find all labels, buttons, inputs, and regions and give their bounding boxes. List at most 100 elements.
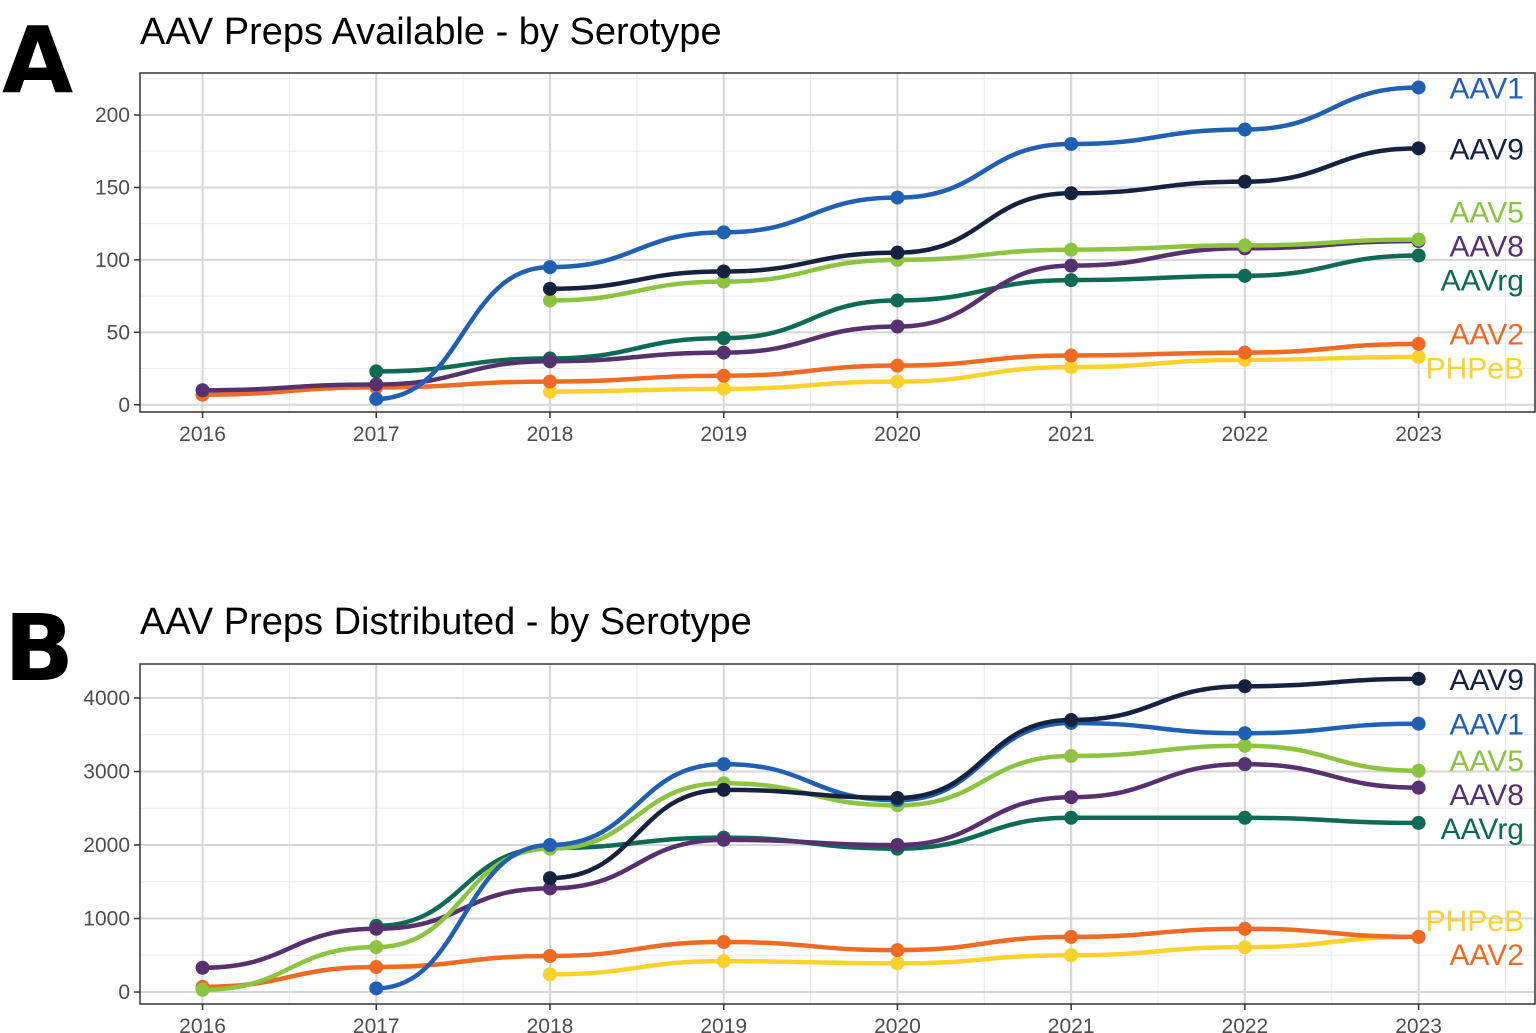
data-point — [716, 368, 731, 383]
x-tick-label: 2018 — [527, 423, 574, 446]
data-point — [890, 956, 905, 971]
series-label-aav9: AAV9 — [1450, 664, 1525, 697]
data-point — [1411, 780, 1426, 795]
data-point — [1237, 174, 1252, 189]
panel-letter: B — [4, 595, 74, 702]
data-point — [542, 354, 557, 369]
data-point — [1237, 238, 1252, 253]
data-point — [1237, 679, 1252, 694]
plot-panel-border — [139, 72, 1536, 413]
data-point — [890, 358, 905, 373]
series-line — [200, 761, 1421, 971]
data-point — [716, 832, 731, 847]
data-point — [890, 837, 905, 852]
data-point — [716, 345, 731, 360]
data-point — [1064, 713, 1079, 728]
series-line — [547, 237, 1421, 303]
data-point — [369, 981, 384, 996]
y-tick-label: 4000 — [83, 687, 130, 710]
data-point — [1064, 242, 1079, 257]
series-line — [547, 934, 1421, 977]
series-label-aav2: AAV2 — [1450, 939, 1525, 972]
series-aav9 — [542, 671, 1426, 886]
series-line — [547, 676, 1421, 881]
data-point — [1064, 790, 1079, 805]
series-line — [200, 743, 1421, 993]
series-label-aavrg: AAVrg — [1441, 813, 1524, 846]
data-point — [369, 377, 384, 392]
x-tick-label: 2020 — [874, 1015, 921, 1033]
chart-b: B AAV Preps Distributed - by Serotype 0 100… — [4, 595, 1536, 1033]
data-point — [1237, 268, 1252, 283]
x-tick-label: 2019 — [700, 1015, 747, 1033]
data-point — [1411, 336, 1426, 351]
data-point — [369, 921, 384, 936]
x-tick-label: 2022 — [1222, 1015, 1269, 1033]
series-line — [547, 146, 1421, 292]
series-aav2 — [195, 336, 1426, 402]
series-line — [200, 238, 1421, 393]
series-aav1 — [369, 80, 1426, 406]
data-point — [1411, 141, 1426, 156]
data-point — [369, 960, 384, 975]
data-point — [1411, 80, 1426, 95]
y-tick-label: 100 — [95, 249, 130, 272]
data-point — [716, 331, 731, 346]
y-tick-label: 200 — [95, 104, 130, 127]
data-point — [890, 190, 905, 205]
series-label-aav9: AAV9 — [1450, 133, 1525, 166]
series-label-aav5: AAV5 — [1450, 745, 1525, 778]
data-point — [716, 782, 731, 797]
data-point — [542, 967, 557, 982]
series-label-aav8: AAV8 — [1450, 230, 1525, 263]
data-point — [1411, 349, 1426, 364]
series-phpeb — [542, 349, 1426, 399]
data-point — [716, 757, 731, 772]
x-tick-label: 2016 — [179, 1015, 226, 1033]
data-point — [195, 982, 210, 997]
data-point — [890, 943, 905, 958]
data-point — [716, 225, 731, 240]
x-tick-label: 2018 — [527, 1015, 574, 1033]
data-point — [1064, 136, 1079, 151]
data-point — [369, 364, 384, 379]
x-tick-label: 2023 — [1395, 1015, 1442, 1033]
x-tick-label: 2020 — [874, 423, 921, 446]
data-point — [542, 384, 557, 399]
series-label-aav8: AAV8 — [1450, 779, 1525, 812]
data-point — [1237, 810, 1252, 825]
y-tick-label: 50 — [107, 321, 130, 344]
y-tick-label: 0 — [118, 394, 130, 417]
data-point — [716, 954, 731, 969]
data-point — [542, 837, 557, 852]
data-point — [1237, 738, 1252, 753]
data-point — [542, 881, 557, 896]
x-tick-label: 2022 — [1222, 423, 1269, 446]
data-point — [542, 948, 557, 963]
data-point — [195, 960, 210, 975]
chart-title: AAV Preps Distributed - by Serotype — [140, 601, 752, 643]
series-line — [200, 926, 1421, 990]
data-point — [542, 281, 557, 296]
series-label-aav1: AAV1 — [1450, 709, 1525, 742]
data-point — [716, 935, 731, 950]
data-point — [1411, 248, 1426, 263]
x-tick-label: 2019 — [700, 423, 747, 446]
data-point — [1064, 360, 1079, 375]
data-point — [1237, 757, 1252, 772]
y-tick-label: 1000 — [83, 908, 130, 931]
data-point — [890, 245, 905, 260]
series-label-aav2: AAV2 — [1450, 318, 1525, 351]
gridlines — [140, 664, 1535, 1004]
series-line — [200, 341, 1421, 397]
x-tick-label: 2017 — [353, 1015, 400, 1033]
data-point — [1411, 716, 1426, 731]
data-point — [1064, 273, 1079, 288]
series-aav8 — [195, 757, 1426, 975]
y-tick-label: 150 — [95, 176, 130, 199]
data-point — [716, 264, 731, 279]
series-aav9 — [542, 141, 1426, 296]
series-label-aav1: AAV1 — [1450, 72, 1525, 105]
series-line — [547, 354, 1421, 394]
series-label-phpeb: PHPeB — [1426, 352, 1524, 385]
